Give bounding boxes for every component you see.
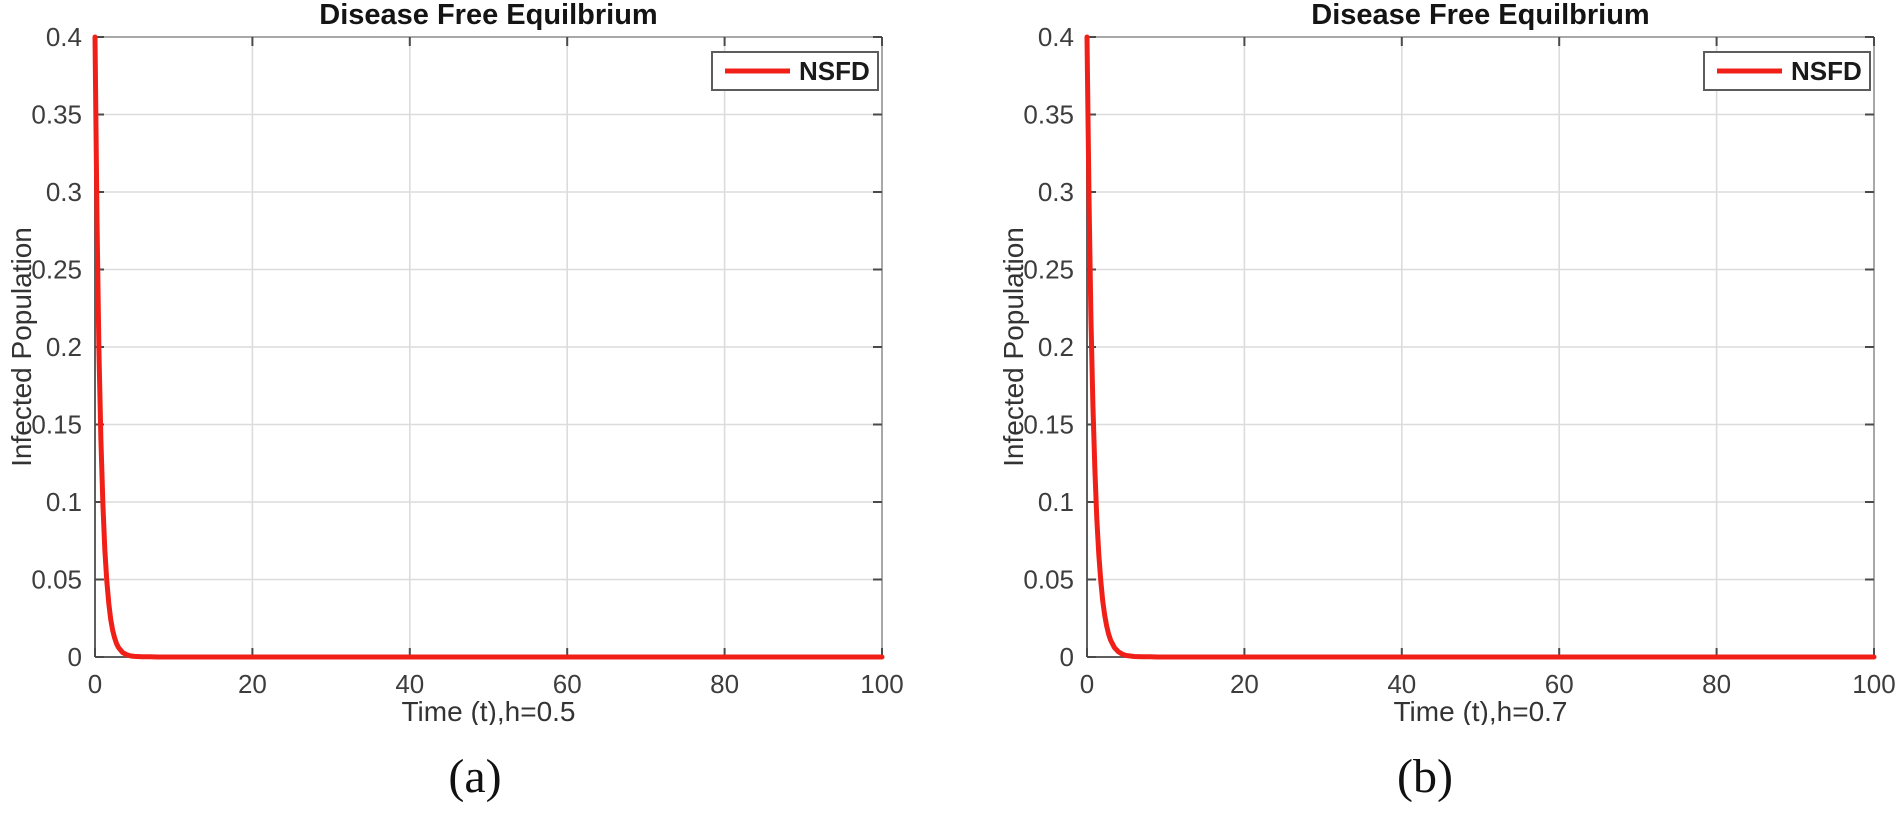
x-tick-label: 0 xyxy=(88,669,102,699)
y-tick-label: 0.15 xyxy=(1023,410,1074,440)
x-axis-label: Time (t),h=0.5 xyxy=(401,696,575,725)
x-tick-label: 100 xyxy=(1852,669,1895,699)
legend-label: NSFD xyxy=(1791,56,1862,86)
x-tick-label: 60 xyxy=(1545,669,1574,699)
y-tick-label: 0.1 xyxy=(1038,487,1074,517)
nsfd-curve xyxy=(92,34,885,660)
x-tick-label: 20 xyxy=(238,669,267,699)
chart-title: Disease Free Equilbrium xyxy=(319,0,657,31)
x-tick-label: 0 xyxy=(1080,669,1094,699)
legend-label: NSFD xyxy=(799,56,870,86)
y-tick-label: 0.35 xyxy=(1023,100,1074,130)
y-tick-label: 0.2 xyxy=(46,332,82,362)
x-tick-label: 20 xyxy=(1230,669,1259,699)
subplot-b-caption: (b) xyxy=(1397,750,1453,803)
y-tick-label: 0.35 xyxy=(31,100,82,130)
y-tick-label: 0 xyxy=(68,642,82,672)
y-tick-label: 0.25 xyxy=(1023,255,1074,285)
chart-title: Disease Free Equilbrium xyxy=(1311,0,1649,31)
x-tick-label: 80 xyxy=(1702,669,1731,699)
subplot-a-caption: (a) xyxy=(448,750,502,803)
y-tick-label: 0.25 xyxy=(31,255,82,285)
y-tick-label: 0.05 xyxy=(31,565,82,595)
x-tick-label: 100 xyxy=(860,669,903,699)
y-axis-label: Infected Population xyxy=(998,227,1029,467)
y-tick-label: 0.15 xyxy=(31,410,82,440)
y-tick-label: 0.05 xyxy=(1023,565,1074,595)
chart-a-canvas: 0 20 40 60 80 100 0 0.05 0.1 0.15 0.2 0.25 0.3 0.35 0.… xyxy=(6,0,904,725)
y-tick-label: 0.3 xyxy=(1038,177,1074,207)
y-tick-label: 0.1 xyxy=(46,487,82,517)
nsfd-curve xyxy=(1084,34,1877,660)
x-axis-label: Time (t),h=0.7 xyxy=(1393,696,1567,725)
y-tick-label: 0.2 xyxy=(1038,332,1074,362)
y-axis-label: Infected Population xyxy=(6,227,37,467)
x-tick-label: 40 xyxy=(395,669,424,699)
y-tick-label: 0.3 xyxy=(46,177,82,207)
x-tick-label: 60 xyxy=(553,669,582,699)
chart-b-canvas: 0 20 40 60 80 100 0 0.05 0.1 0.15 0.2 0.25 0.3 0.35 0.… xyxy=(998,0,1896,725)
y-tick-label: 0.4 xyxy=(46,22,82,52)
x-tick-label: 80 xyxy=(710,669,739,699)
x-tick-label: 40 xyxy=(1387,669,1416,699)
y-tick-label: 0 xyxy=(1060,642,1074,672)
y-tick-label: 0.4 xyxy=(1038,22,1074,52)
